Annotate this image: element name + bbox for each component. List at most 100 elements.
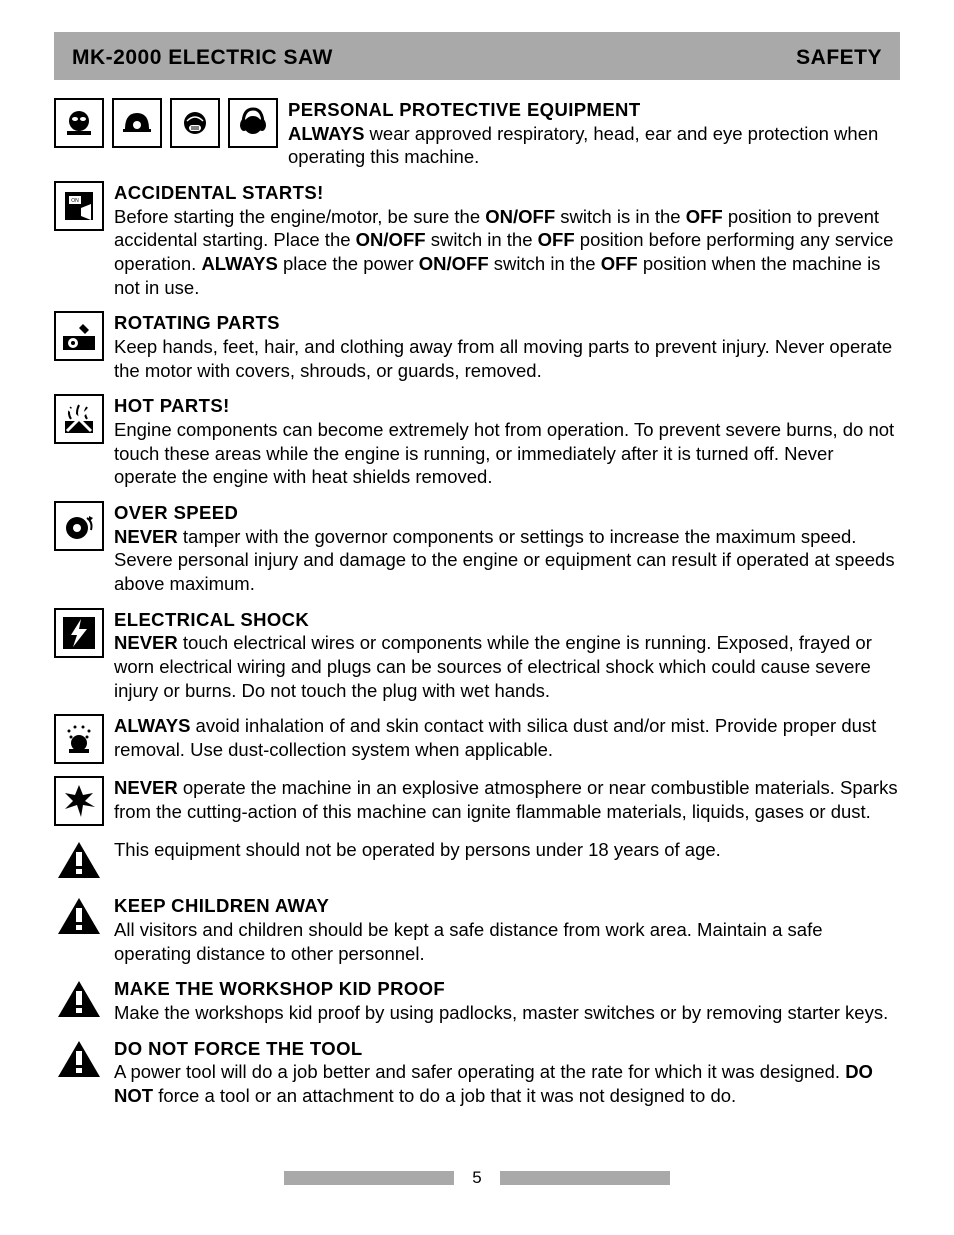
header-bar: MK-2000 ELECTRIC SAW SAFETY	[54, 32, 900, 80]
icon-column: ON	[54, 181, 104, 231]
section-body: This equipment should not be operated by…	[114, 838, 900, 862]
emphasis-text: ON/OFF	[485, 206, 555, 227]
body-text-span: Before starting the engine/motor, be sur…	[114, 206, 485, 227]
emphasis-text: ON/OFF	[356, 229, 426, 250]
section-body: ALWAYS avoid inhalation of and skin cont…	[114, 714, 900, 761]
emphasis-text: ALWAYS	[288, 123, 364, 144]
shock-icon	[54, 608, 104, 658]
sections-container: PERSONAL PROTECTIVE EQUIPMENTALWAYS wear…	[54, 98, 900, 1108]
icon-column	[54, 501, 104, 551]
section-children: KEEP CHILDREN AWAYAll visitors and child…	[54, 894, 900, 965]
section-title: OVER SPEED	[114, 501, 900, 525]
goggles-icon	[54, 98, 104, 148]
section-rotating: ROTATING PARTSKeep hands, feet, hair, an…	[54, 311, 900, 382]
icon-column	[54, 1037, 104, 1081]
section-overspeed: OVER SPEEDNEVER tamper with the governor…	[54, 501, 900, 596]
section-accidental: ON ACCIDENTAL STARTS!Before starting the …	[54, 181, 900, 299]
section-ppe: PERSONAL PROTECTIVE EQUIPMENTALWAYS wear…	[54, 98, 900, 169]
body-text-span: place the power	[278, 253, 419, 274]
text-column: KEEP CHILDREN AWAYAll visitors and child…	[114, 894, 900, 965]
body-text-span: tamper with the governor components or s…	[114, 526, 895, 594]
section-body: NEVER tamper with the governor component…	[114, 525, 900, 596]
footer-bar-left	[284, 1171, 454, 1185]
section-shock: ELECTRICAL SHOCKNEVER touch electrical w…	[54, 608, 900, 703]
body-text-span: A power tool will do a job better and sa…	[114, 1061, 845, 1082]
body-text-span: All visitors and children should be kept…	[114, 919, 823, 964]
section-title: KEEP CHILDREN AWAY	[114, 894, 900, 918]
icon-column	[54, 894, 104, 938]
page-number: 5	[472, 1168, 481, 1188]
text-column: ACCIDENTAL STARTS!Before starting the en…	[114, 181, 900, 299]
footer-bar-right	[500, 1171, 670, 1185]
text-column: MAKE THE WORKSHOP KID PROOFMake the work…	[114, 977, 900, 1024]
emphasis-text: OFF	[538, 229, 575, 250]
text-column: ELECTRICAL SHOCKNEVER touch electrical w…	[114, 608, 900, 703]
section-body: ALWAYS wear approved respiratory, head, …	[288, 122, 900, 169]
body-text-span: Engine components can become extremely h…	[114, 419, 894, 487]
section-force: DO NOT FORCE THE TOOLA power tool will d…	[54, 1037, 900, 1108]
emphasis-text: ALWAYS	[114, 715, 190, 736]
mask-icon	[170, 98, 220, 148]
text-column: ROTATING PARTSKeep hands, feet, hair, an…	[114, 311, 900, 382]
emphasis-text: NEVER	[114, 526, 178, 547]
text-column: DO NOT FORCE THE TOOLA power tool will d…	[114, 1037, 900, 1108]
emphasis-text: NEVER	[114, 777, 178, 798]
section-body: Before starting the engine/motor, be sur…	[114, 205, 900, 300]
warning-triangle-icon	[54, 1037, 104, 1081]
switch-on-icon: ON	[54, 181, 104, 231]
warning-triangle-icon	[54, 977, 104, 1021]
icon-column	[54, 977, 104, 1021]
icon-column	[54, 608, 104, 658]
svg-text:ON: ON	[71, 198, 79, 204]
body-text-span: switch in the	[426, 229, 538, 250]
section-body: Engine components can become extremely h…	[114, 418, 900, 489]
icon-column	[54, 776, 104, 826]
section-title: DO NOT FORCE THE TOOL	[114, 1037, 900, 1061]
body-text-span: This equipment should not be operated by…	[114, 839, 721, 860]
body-text-span: switch is in the	[555, 206, 686, 227]
section-title: ROTATING PARTS	[114, 311, 900, 335]
earmuffs-icon	[228, 98, 278, 148]
section-age: This equipment should not be operated by…	[54, 838, 900, 882]
section-body: Keep hands, feet, hair, and clothing awa…	[114, 335, 900, 382]
footer: 5	[54, 1168, 900, 1188]
body-text-span: Keep hands, feet, hair, and clothing awa…	[114, 336, 892, 381]
body-text-span: touch electrical wires or components whi…	[114, 632, 872, 700]
section-title: HOT PARTS!	[114, 394, 900, 418]
section-body: A power tool will do a job better and sa…	[114, 1060, 900, 1107]
section-title: MAKE THE WORKSHOP KID PROOF	[114, 977, 900, 1001]
section-body: All visitors and children should be kept…	[114, 918, 900, 965]
section-title: PERSONAL PROTECTIVE EQUIPMENT	[288, 98, 900, 122]
header-title-left: MK-2000 ELECTRIC SAW	[72, 46, 333, 70]
emphasis-text: ALWAYS	[201, 253, 277, 274]
text-column: OVER SPEEDNEVER tamper with the governor…	[114, 501, 900, 596]
section-title: ELECTRICAL SHOCK	[114, 608, 900, 632]
icon-column	[54, 838, 104, 882]
section-dust: ALWAYS avoid inhalation of and skin cont…	[54, 714, 900, 764]
helmet-icon	[112, 98, 162, 148]
icon-column	[54, 311, 104, 361]
explosion-icon	[54, 776, 104, 826]
text-column: PERSONAL PROTECTIVE EQUIPMENTALWAYS wear…	[288, 98, 900, 169]
icon-column	[54, 98, 278, 148]
text-column: HOT PARTS!Engine components can become e…	[114, 394, 900, 489]
body-text-span: force a tool or an attachment to do a jo…	[153, 1085, 736, 1106]
body-text-span: wear approved respiratory, head, ear and…	[288, 123, 878, 168]
emphasis-text: ON/OFF	[419, 253, 489, 274]
body-text-span: Make the workshops kid proof by using pa…	[114, 1002, 888, 1023]
warning-triangle-icon	[54, 838, 104, 882]
section-title: ACCIDENTAL STARTS!	[114, 181, 900, 205]
overspeed-icon	[54, 501, 104, 551]
text-column: ALWAYS avoid inhalation of and skin cont…	[114, 714, 900, 761]
section-hot: HOT PARTS!Engine components can become e…	[54, 394, 900, 489]
body-text-span: avoid inhalation of and skin contact wit…	[114, 715, 876, 760]
body-text-span: operate the machine in an explosive atmo…	[114, 777, 898, 822]
icon-column	[54, 394, 104, 444]
emphasis-text: OFF	[686, 206, 723, 227]
text-column: This equipment should not be operated by…	[114, 838, 900, 862]
header-title-right: SAFETY	[796, 46, 882, 70]
emphasis-text: OFF	[601, 253, 638, 274]
hot-parts-icon	[54, 394, 104, 444]
text-column: NEVER operate the machine in an explosiv…	[114, 776, 900, 823]
emphasis-text: NEVER	[114, 632, 178, 653]
